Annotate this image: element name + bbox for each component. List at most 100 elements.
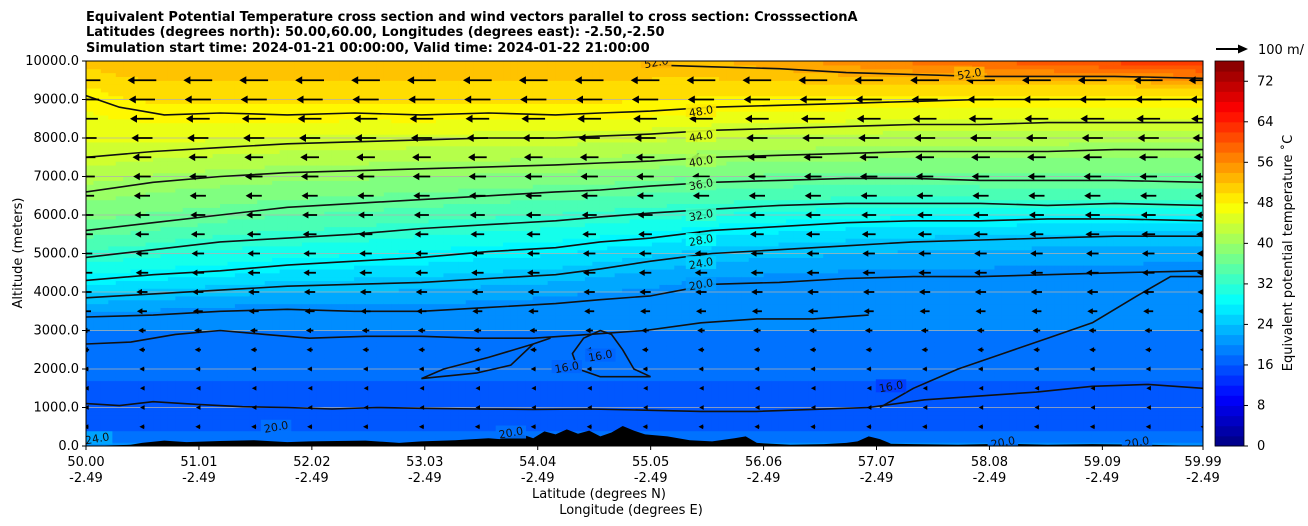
theta-e-cell (234, 395, 243, 401)
theta-e-cell (450, 280, 459, 285)
theta-e-cell (123, 68, 132, 74)
theta-e-cell (160, 268, 169, 274)
theta-e-cell (331, 180, 340, 185)
theta-e-cell (175, 345, 184, 351)
theta-e-cell (331, 349, 340, 355)
theta-e-cell (257, 295, 266, 301)
theta-e-cell (167, 272, 176, 278)
theta-e-cell (421, 361, 430, 366)
theta-e-cell (301, 426, 310, 432)
theta-e-cell (324, 141, 333, 147)
theta-e-cell (279, 207, 288, 212)
theta-e-cell (197, 438, 206, 443)
theta-e-cell (227, 76, 236, 81)
theta-e-cell (115, 176, 124, 181)
theta-e-cell (160, 426, 169, 432)
theta-e-cell (272, 161, 281, 166)
theta-e-cell (316, 230, 325, 235)
theta-e-cell (123, 107, 132, 112)
theta-e-cell (257, 103, 266, 108)
theta-e-cell (227, 103, 236, 108)
theta-e-cell (376, 369, 385, 374)
theta-e-cell (346, 419, 355, 424)
theta-e-cell (309, 288, 318, 293)
theta-e-cell (450, 338, 459, 343)
theta-e-cell (376, 357, 385, 362)
theta-e-cell (264, 99, 273, 104)
theta-e-cell (160, 315, 169, 320)
theta-e-cell (272, 407, 281, 412)
theta-e-cell (108, 299, 117, 305)
theta-e-cell (435, 234, 445, 239)
theta-e-cell (272, 276, 281, 282)
theta-e-cell (115, 295, 124, 301)
theta-e-cell (182, 438, 191, 443)
theta-e-cell (376, 303, 385, 308)
theta-e-cell (197, 372, 206, 378)
theta-e-cell (428, 103, 437, 108)
theta-e-cell (182, 345, 191, 351)
theta-e-cell (249, 257, 258, 262)
theta-e-cell (264, 434, 273, 439)
theta-e-cell (138, 64, 147, 70)
theta-e-cell (93, 103, 102, 108)
theta-e-cell (153, 284, 162, 289)
theta-e-cell (383, 384, 392, 389)
theta-e-cell (86, 138, 95, 143)
theta-e-cell (443, 68, 452, 74)
theta-e-cell (316, 318, 325, 324)
theta-e-cell (398, 257, 407, 262)
theta-e-cell (153, 99, 162, 104)
theta-e-cell (428, 426, 437, 432)
theta-e-cell (435, 345, 445, 351)
theta-e-cell (100, 161, 109, 166)
theta-e-cell (346, 430, 355, 436)
theta-e-cell (368, 288, 378, 293)
theta-e-cell (324, 422, 333, 428)
theta-e-cell (287, 288, 296, 293)
theta-e-cell (123, 64, 132, 70)
theta-e-cell (100, 392, 109, 397)
theta-e-cell (383, 318, 392, 324)
theta-e-cell (361, 426, 370, 432)
theta-e-cell (324, 122, 333, 128)
theta-e-cell (301, 288, 310, 293)
theta-e-cell (167, 238, 176, 243)
theta-e-cell (86, 157, 95, 162)
theta-e-cell (331, 345, 340, 351)
theta-e-cell (331, 218, 340, 224)
theta-e-cell (383, 284, 392, 289)
theta-e-cell (145, 345, 154, 351)
theta-e-cell (287, 342, 296, 347)
theta-e-cell (242, 426, 251, 432)
theta-e-cell (309, 168, 318, 174)
theta-e-cell (93, 245, 102, 251)
theta-e-cell (212, 369, 221, 374)
theta-e-cell (212, 276, 221, 282)
theta-e-cell (294, 392, 303, 397)
theta-e-cell (361, 188, 370, 193)
theta-e-cell (346, 114, 355, 120)
theta-e-cell (443, 118, 452, 124)
theta-e-cell (301, 218, 310, 224)
theta-e-cell (301, 118, 310, 124)
theta-e-cell (197, 380, 206, 385)
theta-e-cell (197, 61, 206, 66)
theta-e-cell (100, 372, 109, 378)
theta-e-cell (272, 338, 281, 343)
theta-e-cell (316, 276, 325, 282)
theta-e-cell (249, 315, 258, 320)
theta-e-cell (368, 211, 378, 216)
theta-e-cell (279, 211, 288, 216)
theta-e-cell (138, 422, 147, 428)
theta-e-cell (138, 153, 147, 158)
theta-e-cell (376, 434, 385, 439)
theta-e-cell (86, 257, 95, 262)
theta-e-cell (316, 365, 325, 370)
theta-e-cell (450, 203, 459, 208)
theta-e-cell (182, 361, 191, 366)
theta-e-cell (383, 126, 392, 131)
theta-e-cell (145, 118, 154, 124)
theta-e-cell (361, 422, 370, 428)
theta-e-cell (421, 426, 430, 432)
